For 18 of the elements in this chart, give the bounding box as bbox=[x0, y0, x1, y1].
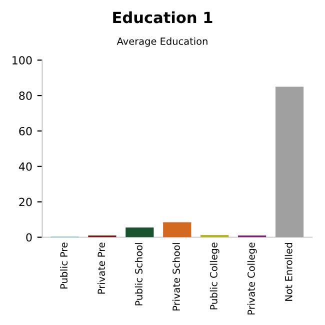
y-tick-label: 0 bbox=[26, 233, 32, 242]
x-tick-label: Public School bbox=[134, 243, 142, 306]
y-tick-label: 80 bbox=[19, 92, 32, 100]
x-tick-label: Private Pre bbox=[97, 242, 106, 294]
x-tick-label: Public Pre bbox=[60, 242, 68, 288]
x-tick-label: Private College bbox=[247, 242, 257, 314]
x-tick-label: Private School bbox=[172, 243, 180, 310]
chart-subtitle: Average Education bbox=[116, 37, 208, 47]
y-tick-label: 100 bbox=[12, 56, 32, 65]
y-tick-label: 20 bbox=[19, 198, 32, 206]
chart-title: Education 1 bbox=[113, 11, 212, 24]
x-tick-label: Not Enrolled bbox=[284, 242, 292, 301]
y-tick-label: 60 bbox=[19, 126, 32, 136]
x-tick-label: Public College bbox=[210, 242, 220, 310]
y-tick-label: 40 bbox=[18, 162, 32, 171]
bar bbox=[163, 222, 192, 238]
bar bbox=[275, 86, 304, 238]
bar bbox=[126, 228, 154, 238]
